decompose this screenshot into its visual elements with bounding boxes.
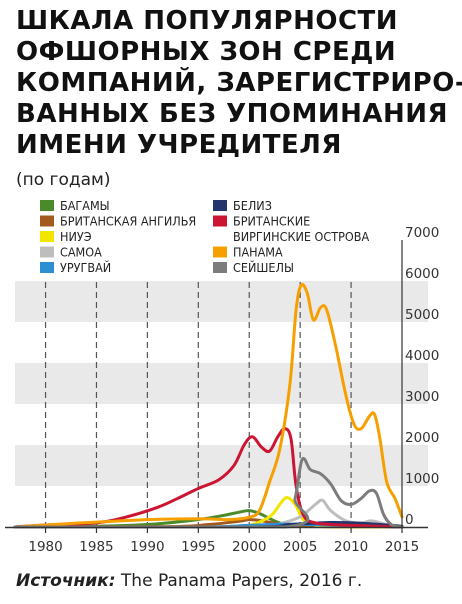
y-tick-label: 7000: [405, 225, 439, 241]
title-line: ВАННЫХ БЕЗ УПОМИНАНИЯ: [16, 99, 449, 129]
source-text: The Panama Papers, 2016 г.: [115, 571, 363, 591]
legend-label: НИУЭ: [60, 229, 92, 244]
legend-swatch: [40, 246, 54, 258]
legend-label: САМОА: [60, 245, 102, 260]
legend-swatch: [40, 200, 54, 211]
chart-subtitle: (по годам): [16, 170, 111, 190]
legend-swatch: [213, 200, 227, 211]
chart-title: ШКАЛА ПОПУЛЯРНОСТИ ОФШОРНЫХ ЗОН СРЕДИ КО…: [16, 6, 462, 161]
legend-swatch: [40, 262, 54, 273]
y-tick-label: 2000: [405, 430, 439, 446]
x-tick-label: 2005: [283, 539, 317, 555]
title-line: ШКАЛА ПОПУЛЯРНОСТИ: [16, 6, 399, 36]
x-tick-label: 1980: [28, 539, 62, 555]
vertical-gridlines: [44, 282, 352, 527]
x-axis-ticks: 1980 1985 1990 1995 2000 2005 2010 2015: [28, 527, 419, 555]
legend-swatch: [40, 231, 54, 242]
title-line: ИМЕНИ УЧРЕДИТЕЛЯ: [16, 130, 342, 160]
x-tick-label: 1985: [79, 539, 113, 555]
legend-swatch: [213, 215, 227, 227]
x-tick-label: 1995: [181, 539, 215, 555]
x-tick-label: 2000: [232, 539, 266, 555]
x-tick-label: 1990: [130, 539, 164, 555]
y-tick-label: 4000: [405, 348, 439, 364]
legend-label: УРУГВАЙ: [60, 260, 111, 275]
x-tick-label: 2010: [334, 539, 368, 555]
y-tick-label: 5000: [405, 307, 439, 323]
axes: [5, 240, 428, 529]
line-chart: 1980 1985 1990 1995 2000 2005 2010 2015 0 1000 20…: [5, 198, 439, 555]
grid-band: [15, 363, 428, 404]
series-line: [13, 456, 404, 529]
legend-label: ПАНАМА: [233, 245, 283, 260]
y-tick-label: 6000: [405, 266, 439, 282]
legend-swatch: [213, 246, 227, 258]
title-line: КОМПАНИЙ, ЗАРЕГИСТРИРО-: [16, 68, 462, 98]
source-note: Источник: The Panama Papers, 2016 г.: [16, 571, 362, 591]
grid-band: [15, 445, 428, 486]
legend-swatch: [213, 262, 227, 273]
source-label: Источник:: [16, 571, 116, 591]
y-tick-label: 3000: [405, 389, 439, 405]
y-axis-ticks: 0 1000 2000 3000 4000 5000 6000 7000: [405, 225, 439, 528]
legend-label: СЕЙШЕЛЫ: [233, 260, 294, 275]
legend-label: БРИТАНСКАЯ АНГИЛЬЯ: [60, 214, 196, 229]
grid-bands: [15, 281, 428, 486]
legend-label: ВИРГИНСКИЕ ОСТРОВА: [233, 229, 369, 244]
grid-band: [15, 281, 428, 322]
legend-label: БАГАМЫ: [60, 198, 110, 213]
y-tick-label: 0: [405, 512, 414, 528]
series-line: [13, 282, 404, 529]
x-tick-label: 2015: [385, 539, 419, 555]
legend-label: БЕЛИЗ: [233, 198, 272, 213]
y-tick-label: 1000: [405, 471, 439, 487]
title-line: ОФШОРНЫХ ЗОН СРЕДИ: [16, 37, 397, 67]
legend-label: БРИТАНСКИЕ: [233, 214, 310, 229]
legend-swatch: [40, 215, 54, 227]
